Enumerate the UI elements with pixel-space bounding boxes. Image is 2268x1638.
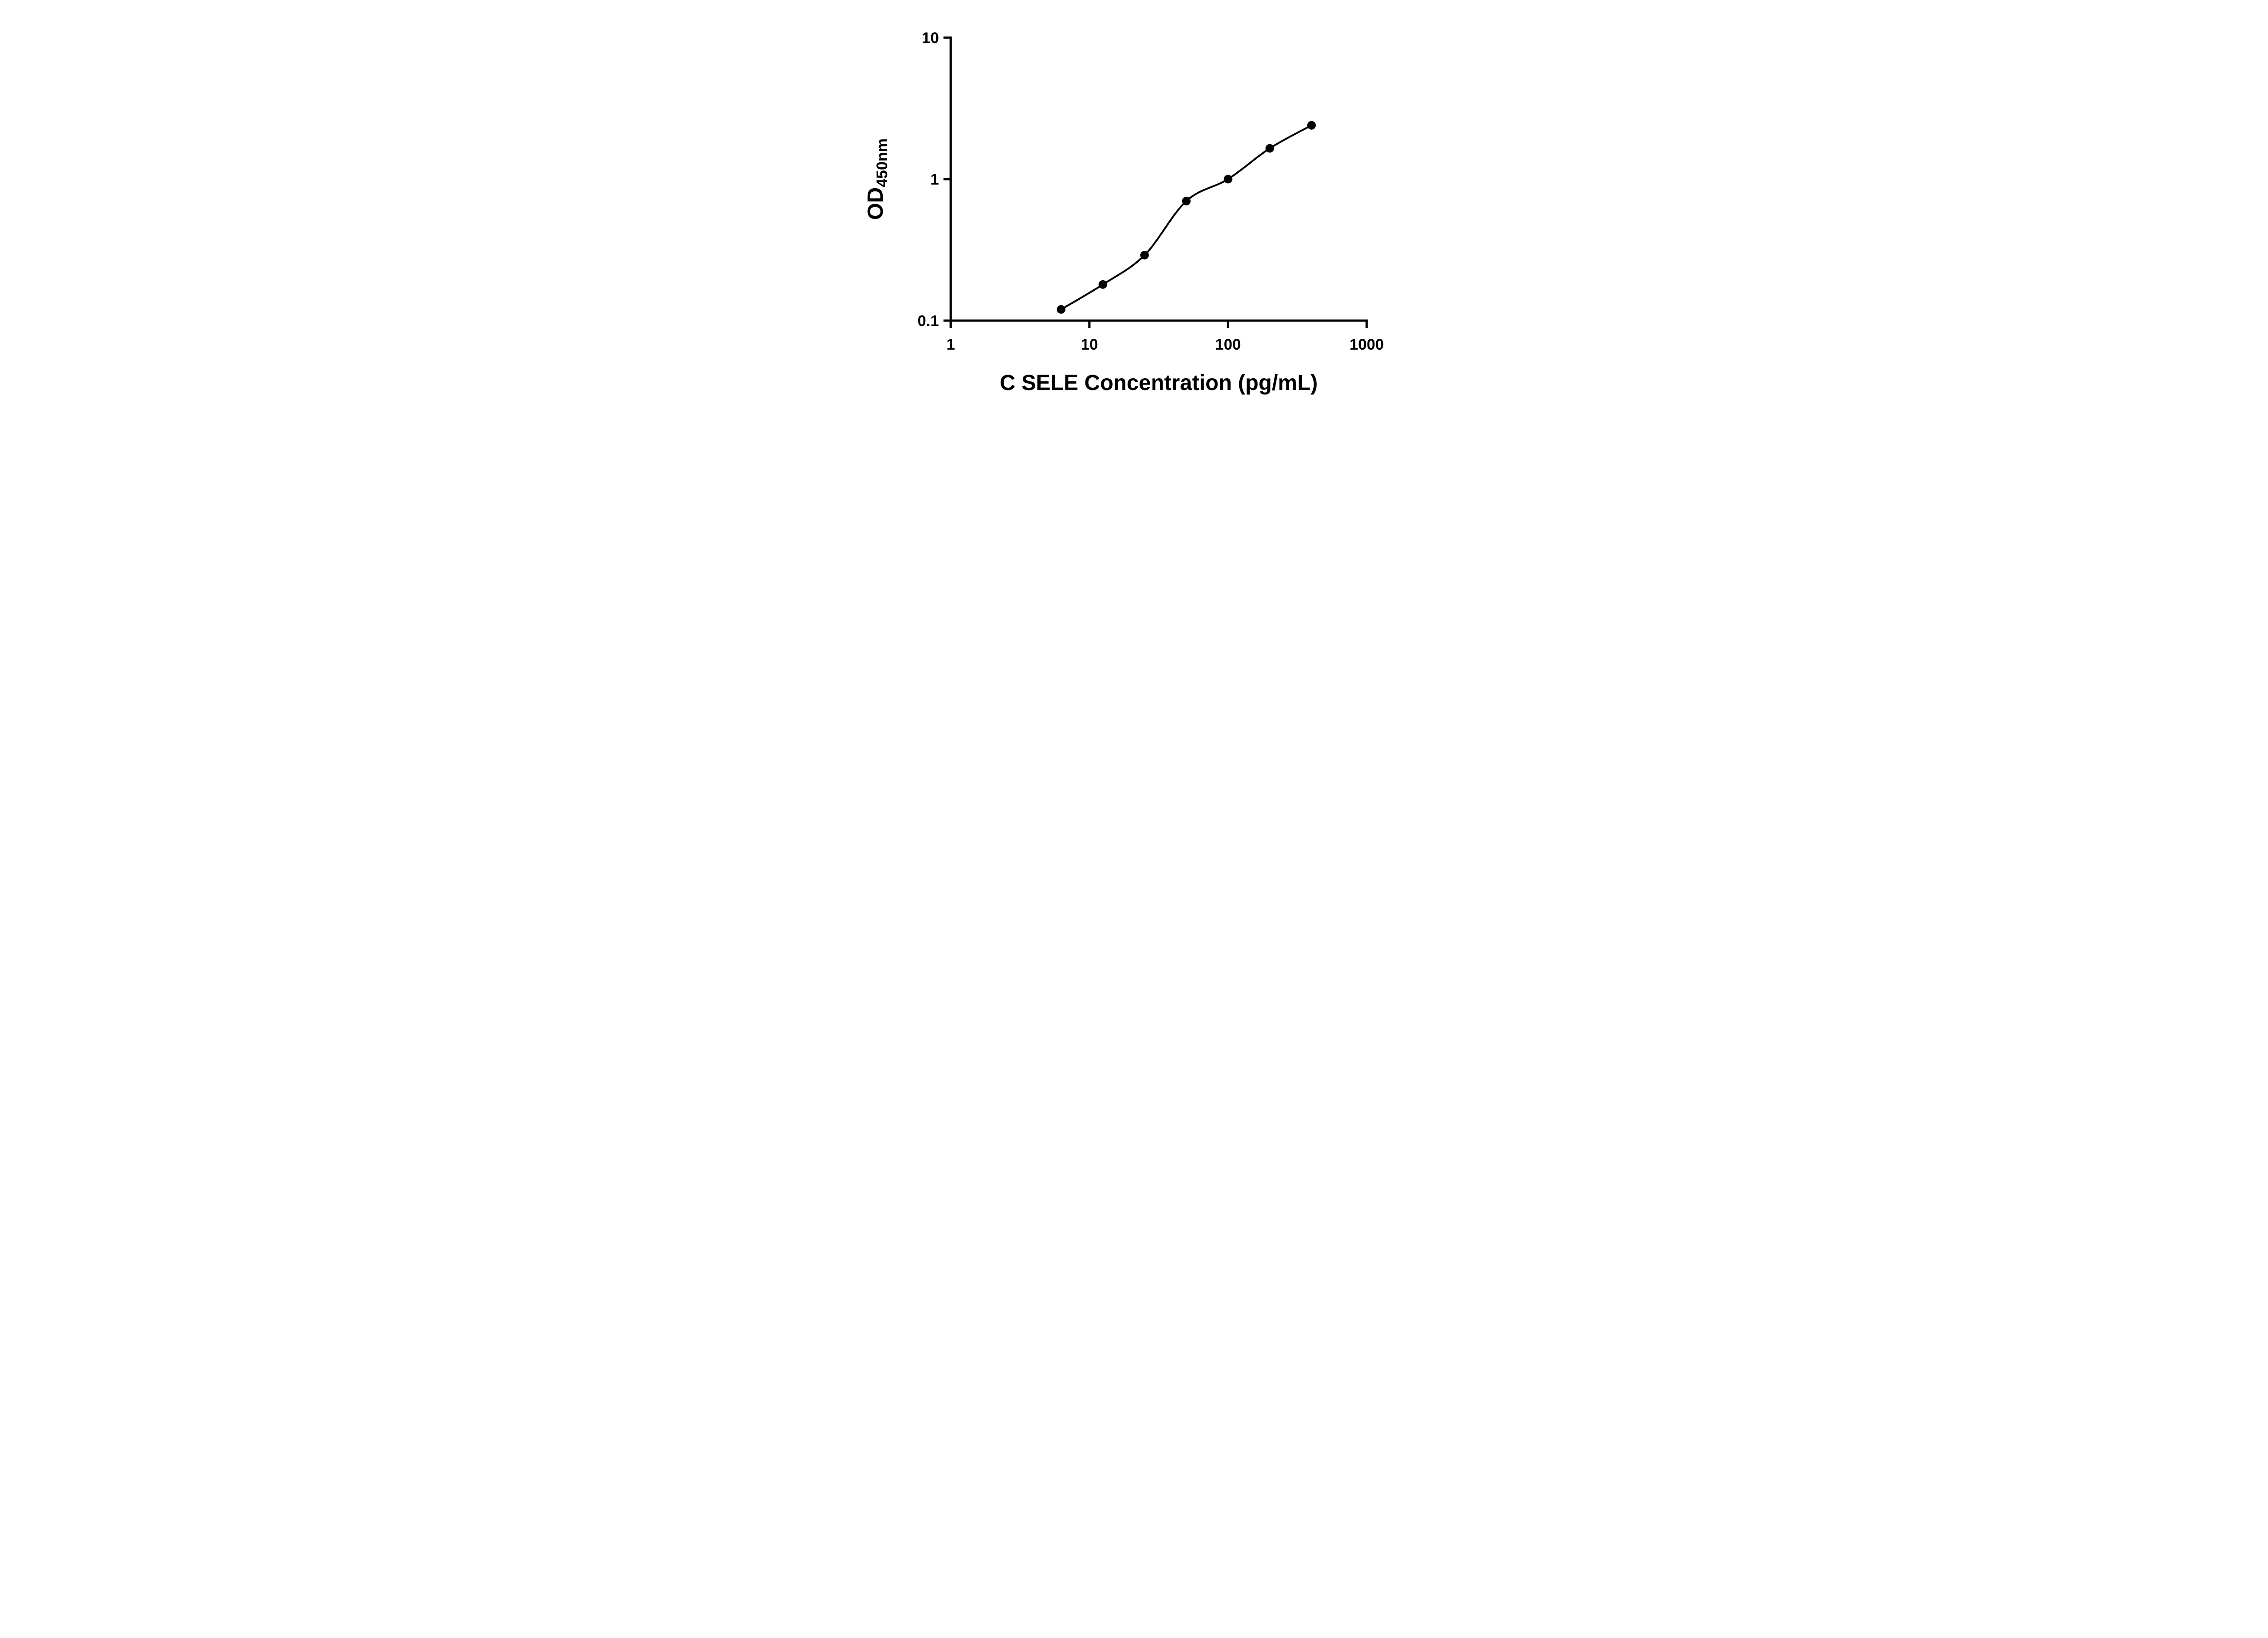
- elisa-standard-curve-figure: 1 10 100 1000 0.1 1 10 C SELE Concentration (pg…: [847, 0, 1421, 410]
- data-point: [1223, 175, 1232, 184]
- x-tick-label: 1000: [1349, 336, 1384, 353]
- x-tick-label: 10: [1080, 336, 1098, 353]
- data-point: [1265, 144, 1274, 153]
- x-tick-label: 100: [1215, 336, 1241, 353]
- data-point: [1182, 196, 1191, 205]
- data-point: [1098, 280, 1107, 289]
- data-point: [1307, 121, 1316, 130]
- standard-curve-chart: 1 10 100 1000 0.1 1 10 C SELE Concentration (pg…: [864, 29, 1384, 395]
- fit-curve: [1060, 124, 1312, 311]
- y-tick-label: 1: [930, 171, 939, 188]
- x-tick-label: 1: [946, 336, 955, 353]
- y-tick-label: 10: [922, 29, 939, 47]
- y-tick-label: 0.1: [917, 312, 938, 330]
- data-point: [1140, 251, 1149, 260]
- axis-spines: [949, 36, 1368, 322]
- y-axis-title: OD450nm: [864, 138, 891, 220]
- data-point: [1056, 305, 1066, 314]
- x-axis-title: C SELE Concentration (pg/mL): [999, 371, 1317, 395]
